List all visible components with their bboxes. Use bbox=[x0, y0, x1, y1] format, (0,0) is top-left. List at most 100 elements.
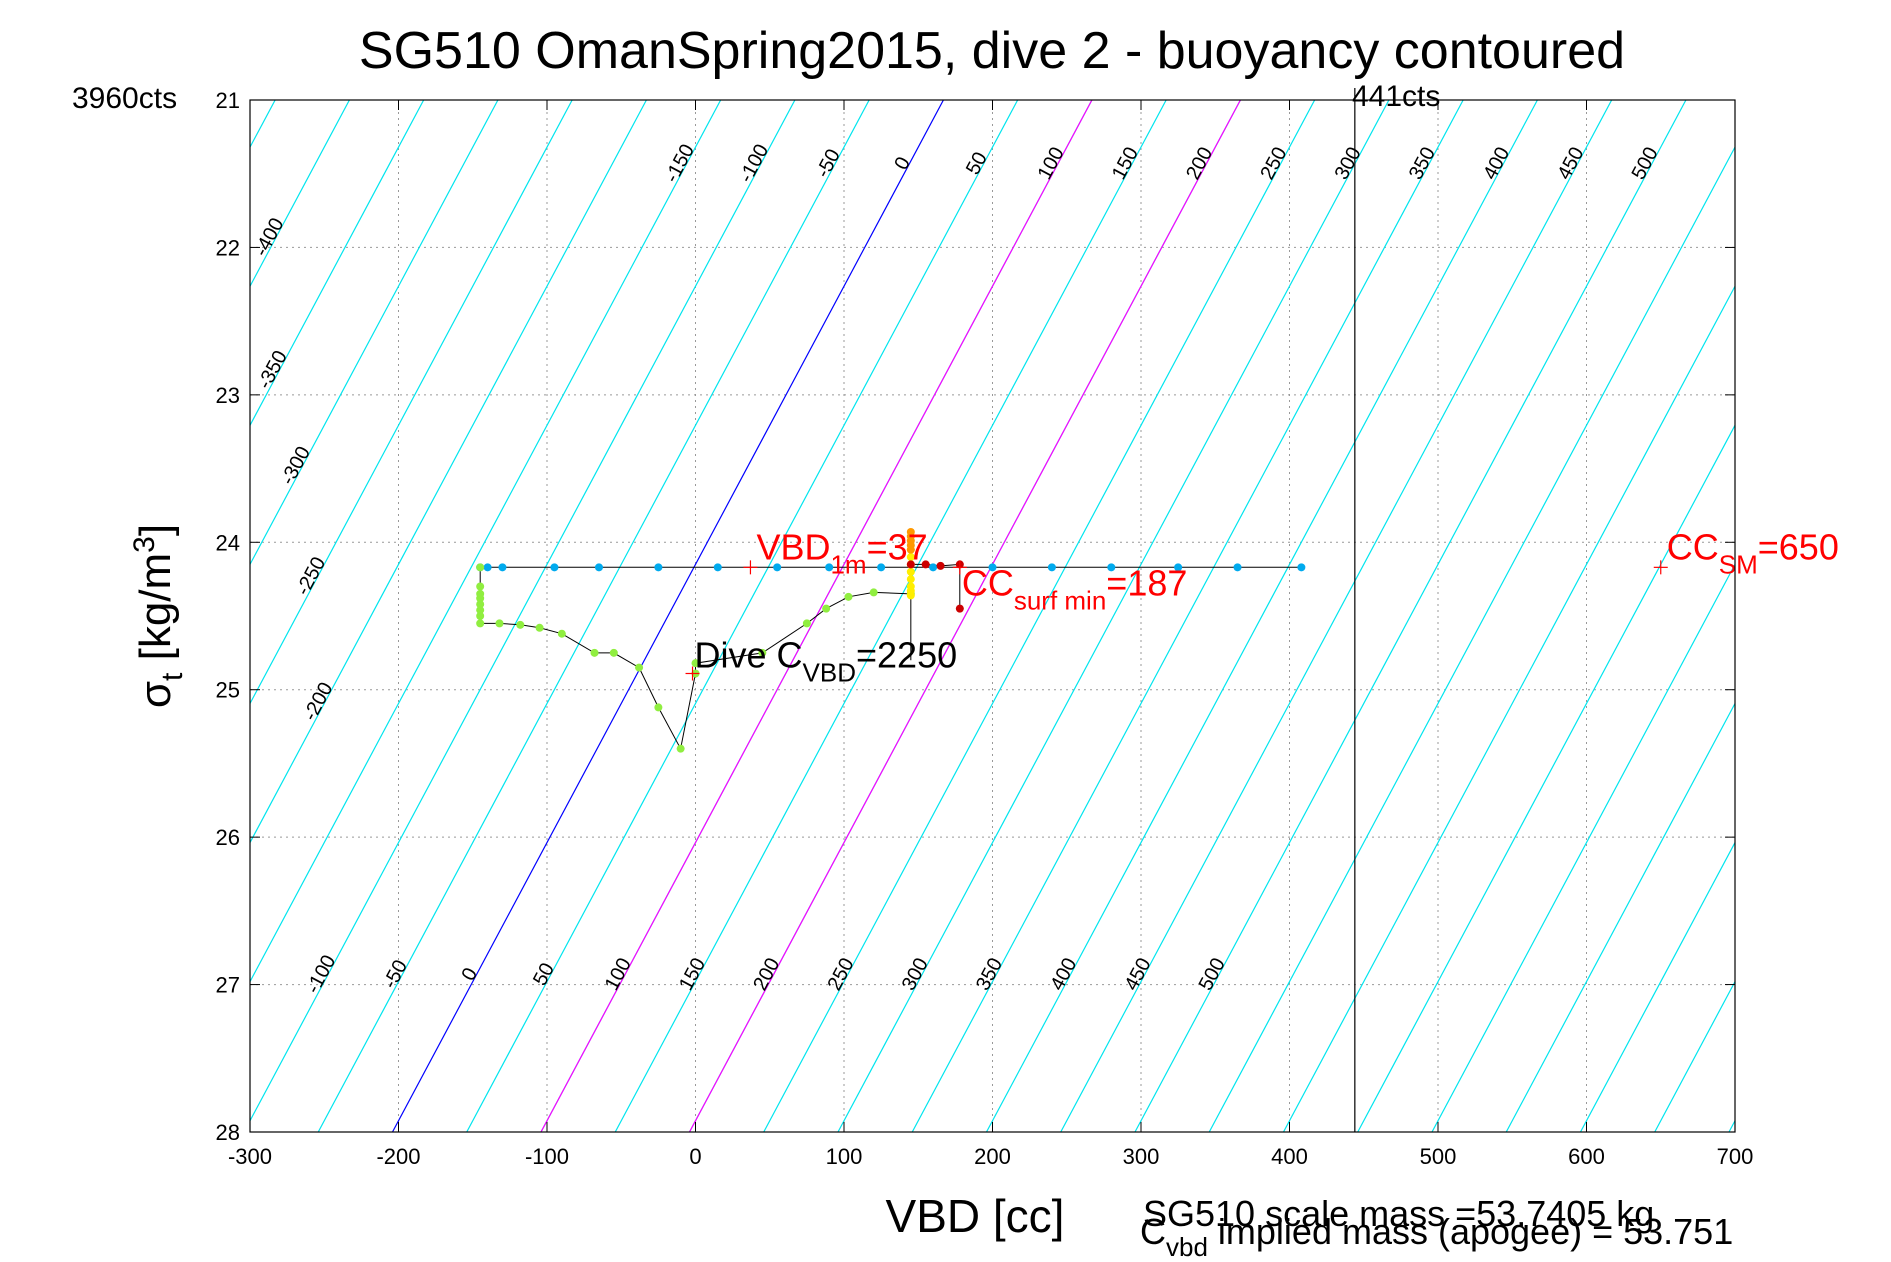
contour-label-bottom: 450 bbox=[1121, 954, 1156, 994]
y-tick-label: 28 bbox=[216, 1120, 240, 1145]
y-axis-label: σt [kg/m3] bbox=[128, 524, 189, 708]
contour-label-bottom: 150 bbox=[675, 954, 710, 994]
series-point-1 bbox=[557, 629, 566, 638]
series-point-4 bbox=[921, 560, 930, 569]
footer-implied-mass-sub: vbd bbox=[1166, 1232, 1208, 1262]
series-point-1 bbox=[691, 659, 700, 668]
x-tick-label: 200 bbox=[974, 1144, 1011, 1169]
contour-label-bottom: 200 bbox=[749, 954, 784, 994]
x-tick-label: -100 bbox=[525, 1144, 569, 1169]
contour-label-top: 300 bbox=[1331, 144, 1366, 184]
series-point-1 bbox=[676, 744, 685, 753]
y-axis-label-close: ] bbox=[131, 524, 180, 536]
contour-label-bottom: 350 bbox=[972, 954, 1007, 994]
series-point-0 bbox=[877, 563, 886, 572]
contour-line-cyan bbox=[250, 100, 350, 288]
contour-line-cyan bbox=[250, 100, 499, 566]
x-tick-label: 300 bbox=[1123, 1144, 1160, 1169]
x-tick-label: 0 bbox=[689, 1144, 701, 1169]
series-point-2 bbox=[906, 575, 915, 584]
contour-label-left: -400 bbox=[250, 214, 288, 260]
contour-line-magenta bbox=[688, 100, 1241, 1132]
series-point-2 bbox=[906, 553, 915, 562]
x-tick-label: 600 bbox=[1568, 1144, 1605, 1169]
x-tick-label: 700 bbox=[1717, 1144, 1754, 1169]
series-point-0 bbox=[1107, 563, 1116, 572]
y-axis-label-sub: t bbox=[156, 672, 189, 681]
marker-label-base: CC bbox=[1667, 526, 1719, 567]
contour-line-cyan bbox=[1728, 1119, 1735, 1132]
series-point-0 bbox=[654, 563, 663, 572]
contour-line-cyan bbox=[837, 100, 1390, 1132]
series-point-1 bbox=[822, 604, 831, 613]
series-point-0 bbox=[773, 563, 782, 572]
marker-label: CCSM=650 bbox=[1667, 526, 1839, 579]
contour-line-cyan bbox=[911, 100, 1464, 1132]
marker-label-value: =2250 bbox=[856, 634, 957, 675]
y-axis-label-sup: 3 bbox=[128, 536, 161, 553]
contour-label-top: 250 bbox=[1256, 144, 1291, 184]
contour-label-top: 400 bbox=[1479, 144, 1514, 184]
contour-line-cyan bbox=[1208, 145, 1735, 1132]
marker-label-value: =187 bbox=[1106, 562, 1187, 603]
marker-label: CCsurf min=187 bbox=[962, 562, 1188, 615]
x-tick-label: 100 bbox=[826, 1144, 863, 1169]
grid-lines bbox=[250, 100, 1735, 1132]
series-point-1 bbox=[802, 619, 811, 628]
series-point-0 bbox=[483, 563, 492, 572]
y-tick-label: 22 bbox=[216, 235, 240, 260]
contour-line-cyan bbox=[1282, 284, 1735, 1132]
contour-line-cyan bbox=[1654, 980, 1735, 1132]
contour-label-top: -50 bbox=[812, 146, 845, 182]
contour-label-bottom: -50 bbox=[379, 956, 412, 992]
marker-label: Dive CVBD=2250 bbox=[695, 634, 958, 687]
corner-label-right: 441cts bbox=[1352, 80, 1440, 113]
y-axis-label-unit: [kg/m bbox=[131, 553, 180, 673]
x-tick-label: -200 bbox=[376, 1144, 420, 1169]
contour-line-cyan bbox=[763, 100, 1316, 1132]
contour-label-top: 50 bbox=[962, 149, 992, 179]
contour-line-cyan bbox=[614, 100, 1167, 1132]
series-point-1 bbox=[609, 648, 618, 657]
marker-label-sub: VBD bbox=[803, 657, 856, 687]
series-point-0 bbox=[825, 563, 834, 572]
series-point-2 bbox=[906, 567, 915, 576]
contour-line-cyan bbox=[250, 100, 647, 844]
series-point-1 bbox=[476, 612, 485, 620]
contour-line-cyan bbox=[1060, 100, 1613, 1132]
series-point-0 bbox=[988, 563, 997, 572]
series-point-0 bbox=[929, 563, 938, 572]
series-point-0 bbox=[1297, 563, 1306, 572]
marker-label-base: VBD bbox=[756, 526, 830, 567]
contour-label-top: 150 bbox=[1108, 144, 1143, 184]
contour-line-cyan bbox=[250, 100, 796, 1123]
marker-label-sub: 1m bbox=[830, 549, 866, 579]
contour-line-cyan bbox=[1505, 702, 1735, 1132]
y-tick-label: 24 bbox=[216, 530, 240, 555]
series-point-1 bbox=[476, 600, 485, 609]
marker-label: VBD1m=37 bbox=[756, 526, 927, 579]
contour-line-cyan bbox=[250, 100, 722, 983]
series-point-1 bbox=[869, 588, 878, 597]
contour-line-cyan bbox=[985, 100, 1538, 1132]
marker-label-sub: SM bbox=[1719, 549, 1758, 579]
series-point-1 bbox=[516, 620, 525, 629]
series-point-4 bbox=[955, 604, 964, 613]
chart-title: SG510 OmanSpring2015, dive 2 - buoyancy … bbox=[359, 22, 1625, 80]
series-point-1 bbox=[476, 606, 485, 615]
series-point-1 bbox=[476, 619, 485, 628]
y-tick-label: 21 bbox=[216, 88, 240, 113]
x-axis: -300 -200 -100 0 100 200 300 400 500 600 700 bbox=[228, 100, 1753, 1169]
series-point-0 bbox=[550, 563, 559, 572]
marker-label-sub: surf min bbox=[1014, 585, 1106, 615]
contour-label-bottom: 300 bbox=[898, 954, 933, 994]
series-point-1 bbox=[476, 563, 485, 572]
contour-label-top: 450 bbox=[1553, 144, 1588, 184]
series-point-1 bbox=[844, 592, 853, 601]
series-point-0 bbox=[713, 563, 722, 572]
contour-label-left: -350 bbox=[254, 347, 292, 393]
contour-line-cyan bbox=[466, 100, 1019, 1132]
contour-line-cyan bbox=[1134, 100, 1687, 1132]
marker-label-value: =650 bbox=[1758, 526, 1839, 567]
contour-label-bottom: 0 bbox=[458, 964, 483, 984]
